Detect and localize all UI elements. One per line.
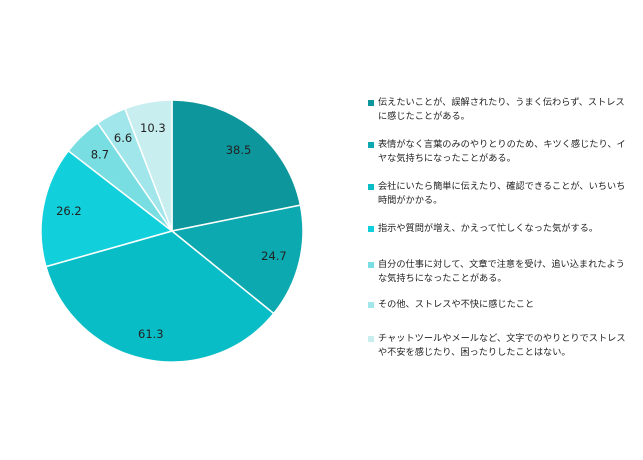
slice-value-label-3: 61.3 [138, 327, 164, 341]
pie-slice-7 [124, 99, 173, 232]
slice-value-label-1: 38.5 [226, 143, 252, 157]
pie-slice-4 [40, 149, 174, 268]
slice-value-label-5: 8.7 [91, 148, 109, 162]
legend-item-3: 会社にいたら簡単に伝えたり、確認できることが、いちいち時間がかかる。 [368, 180, 630, 208]
pie-slice-1 [171, 99, 302, 232]
legend-item-6: その他、ストレスや不快に感じたこと [368, 298, 630, 312]
legend-swatch-6 [368, 302, 374, 308]
slice-value-label-6: 6.6 [114, 131, 132, 145]
legend-label-4: 指示や質問が増え、かえって忙しくなった気がする。 [378, 223, 599, 234]
legend-swatch-4 [368, 226, 374, 232]
legend-item-2: 表情がなく言葉のみのやりとりのため、キツく感じたり、イヤな気持ちになったことがあ… [368, 138, 630, 166]
pie-slice-2 [170, 204, 304, 315]
pie-slice-3 [45, 230, 275, 363]
slice-value-label-4: 26.2 [56, 204, 82, 218]
slice-value-label-7: 10.3 [140, 121, 166, 135]
legend-label-7: チャットツールやメールなど、文字でのやりとりでストレスや不安を感じたり、困ったり… [378, 333, 626, 358]
legend-swatch-3 [368, 184, 374, 190]
legend-label-3: 会社にいたら簡単に伝えたり、確認できることが、いちいち時間がかかる。 [378, 181, 626, 206]
legend-label-1: 伝えたいことが、誤解されたり、うまく伝わらず、ストレスに感じたことがある。 [378, 97, 625, 122]
legend-swatch-1 [368, 100, 374, 106]
legend-swatch-7 [368, 336, 374, 342]
legend: 伝えたいことが、誤解されたり、うまく伝わらず、ストレスに感じたことがある。 表情が… [368, 96, 630, 360]
legend-item-7: チャットツールやメールなど、文字でのやりとりでストレスや不安を感じたり、困ったり… [368, 332, 630, 360]
legend-item-4: 指示や質問が増え、かえって忙しくなった気がする。 [368, 222, 630, 236]
legend-label-2: 表情がなく言葉のみのやりとりのため、キツく感じたり、イヤな気持ちになったことがあ… [378, 139, 626, 164]
legend-label-5: 自分の仕事に対して、文章で注意を受け、追い込まれたような気持ちになったことがある… [378, 259, 625, 284]
legend-item-1: 伝えたいことが、誤解されたり、うまく伝わらず、ストレスに感じたことがある。 [368, 96, 630, 124]
legend-swatch-5 [368, 262, 374, 268]
legend-item-5: 自分の仕事に対して、文章で注意を受け、追い込まれたような気持ちになったことがある… [368, 258, 630, 286]
legend-swatch-2 [368, 142, 374, 148]
slice-value-label-2: 24.7 [261, 249, 287, 263]
legend-label-6: その他、ストレスや不快に感じたこと [378, 299, 535, 310]
